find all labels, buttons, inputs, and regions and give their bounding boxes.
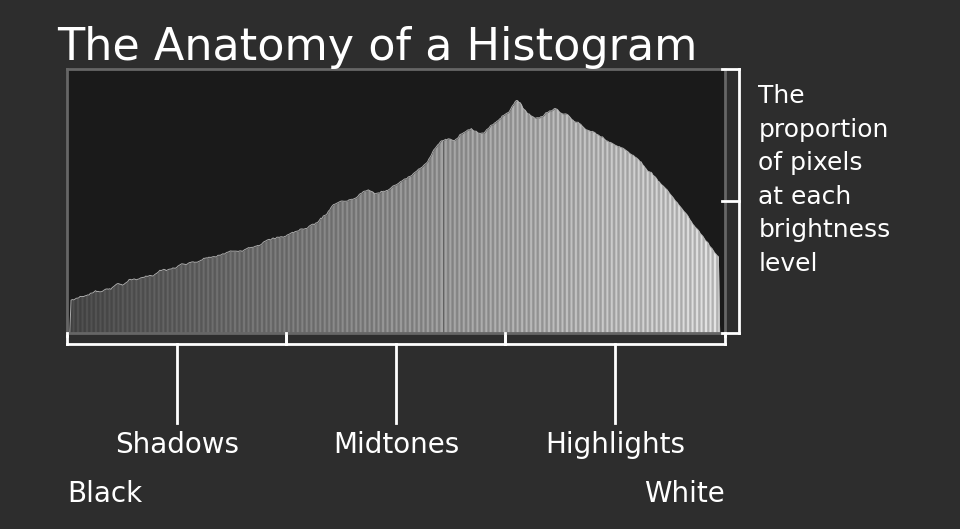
Text: The
proportion
of pixels
at each
brightness
level: The proportion of pixels at each brightn…: [758, 84, 891, 276]
Text: Black: Black: [67, 480, 142, 508]
Text: The Anatomy of a Histogram: The Anatomy of a Histogram: [58, 26, 698, 69]
Text: Highlights: Highlights: [545, 431, 685, 459]
Text: Shadows: Shadows: [115, 431, 239, 459]
Text: White: White: [644, 480, 725, 508]
Text: Midtones: Midtones: [333, 431, 459, 459]
